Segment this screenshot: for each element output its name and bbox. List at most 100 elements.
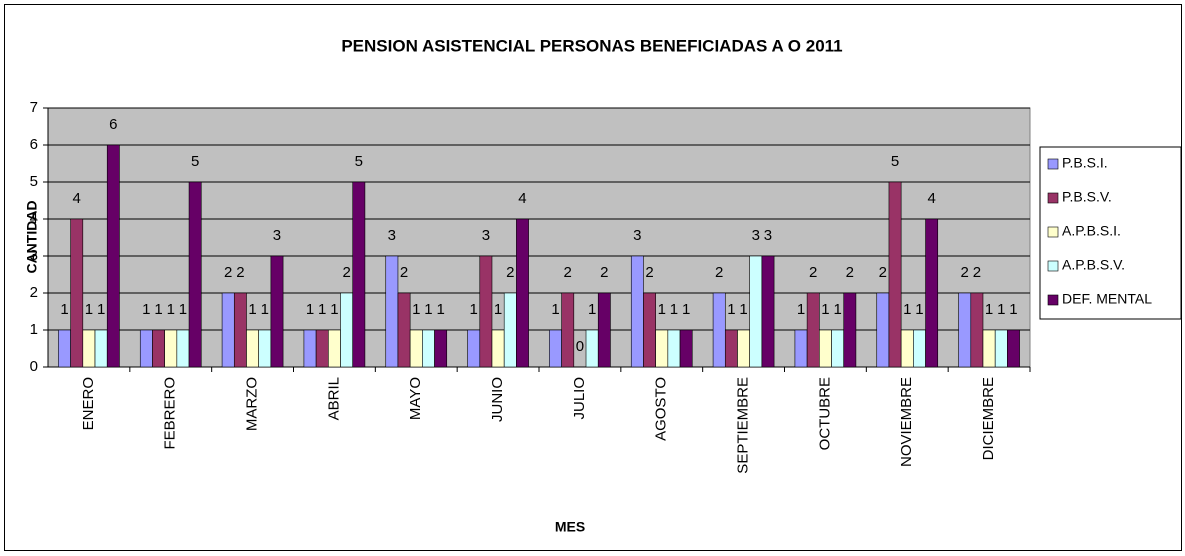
bar (479, 255, 493, 368)
bar (913, 329, 926, 368)
data-label: 2 (645, 264, 653, 281)
bar (982, 329, 996, 368)
bar (152, 329, 165, 368)
data-label: 1 (833, 301, 841, 318)
data-label: 5 (891, 153, 899, 170)
bar (925, 218, 939, 368)
bar (831, 329, 845, 368)
legend-label: A.P.B.S.V. (1062, 257, 1125, 273)
data-label: 1 (551, 301, 559, 318)
bar (467, 329, 481, 368)
data-label: 5 (355, 153, 363, 170)
data-label: 3 (764, 227, 772, 244)
bar (491, 329, 505, 368)
bar (749, 255, 763, 368)
data-label: 3 (633, 227, 641, 244)
data-label: 3 (482, 227, 490, 244)
bar (434, 329, 448, 368)
y-tick-label: 3 (30, 247, 38, 264)
data-label: 1 (797, 301, 805, 318)
bar (561, 292, 575, 368)
y-tick-label: 4 (30, 210, 38, 227)
bar (724, 329, 738, 368)
bar (503, 292, 517, 368)
x-tick-label: AGOSTO (653, 377, 670, 441)
data-label: 4 (518, 190, 526, 207)
x-tick-label: FEBRERO (162, 377, 179, 450)
data-label: 1 (142, 301, 150, 318)
bar (315, 329, 329, 368)
bar (188, 181, 202, 368)
data-label: 1 (436, 301, 444, 318)
data-label: 2 (600, 264, 608, 281)
bar (667, 329, 681, 368)
bar (246, 329, 259, 368)
data-label: 1 (330, 301, 338, 318)
x-tick-label: JUNIO (489, 377, 506, 422)
data-label: 3 (752, 227, 760, 244)
data-label: 2 (400, 264, 408, 281)
x-tick-label: MARZO (244, 377, 261, 431)
data-label: 1 (85, 301, 93, 318)
data-label: 2 (879, 264, 887, 281)
bar (970, 292, 984, 368)
bar (994, 329, 1008, 368)
data-label: 3 (273, 227, 281, 244)
bar (712, 292, 726, 368)
bar (655, 329, 669, 368)
bar (900, 329, 914, 368)
data-label: 0 (576, 338, 584, 355)
legend-swatch (1047, 294, 1059, 306)
bar (597, 292, 611, 368)
legend-label: A.P.B.S.I. (1062, 223, 1121, 239)
bar (1007, 329, 1020, 368)
data-label: 1 (261, 301, 269, 318)
data-label: 1 (248, 301, 256, 318)
x-tick-label: MAYO (407, 377, 424, 420)
legend-swatch (1047, 226, 1059, 238)
bar (806, 292, 820, 368)
y-tick-label: 7 (30, 99, 38, 116)
data-label: 1 (494, 301, 502, 318)
data-label: 2 (809, 264, 817, 281)
data-label: 1 (154, 301, 162, 318)
data-label: 1 (821, 301, 829, 318)
data-label: 1 (424, 301, 432, 318)
data-label: 2 (506, 264, 514, 281)
bar (303, 329, 317, 368)
bar (270, 255, 284, 368)
x-tick-label: OCTUBRE (816, 377, 833, 450)
bar (328, 329, 341, 368)
x-tick-label: JULIO (571, 377, 588, 420)
bar (94, 329, 108, 368)
data-label: 2 (564, 264, 572, 281)
y-tick-label: 5 (30, 173, 38, 190)
bar (422, 329, 435, 368)
bar (876, 292, 890, 368)
data-label: 2 (342, 264, 350, 281)
bar (958, 292, 972, 368)
bar (409, 329, 423, 368)
legend-swatch (1047, 260, 1059, 272)
legend-box (1039, 146, 1182, 320)
bar (888, 181, 902, 368)
data-label: 1 (318, 301, 326, 318)
data-label: 4 (73, 190, 81, 207)
bar (58, 329, 71, 368)
bar (106, 144, 120, 368)
plot-area (47, 107, 1031, 368)
bar (397, 292, 411, 368)
bar (630, 255, 644, 368)
data-label: 1 (658, 301, 666, 318)
legend-swatch (1047, 192, 1059, 204)
chart-title: PENSION ASISTENCIAL PERSONAS BENEFICIADA… (341, 36, 842, 55)
data-label: 1 (1009, 301, 1017, 318)
bar (643, 292, 656, 368)
bar (385, 255, 399, 368)
bar (340, 292, 354, 368)
legend-label: P.B.S.I. (1062, 155, 1108, 171)
data-label: 1 (97, 301, 105, 318)
x-tick-label: DICIEMBRE (980, 377, 997, 460)
bar (221, 292, 235, 368)
